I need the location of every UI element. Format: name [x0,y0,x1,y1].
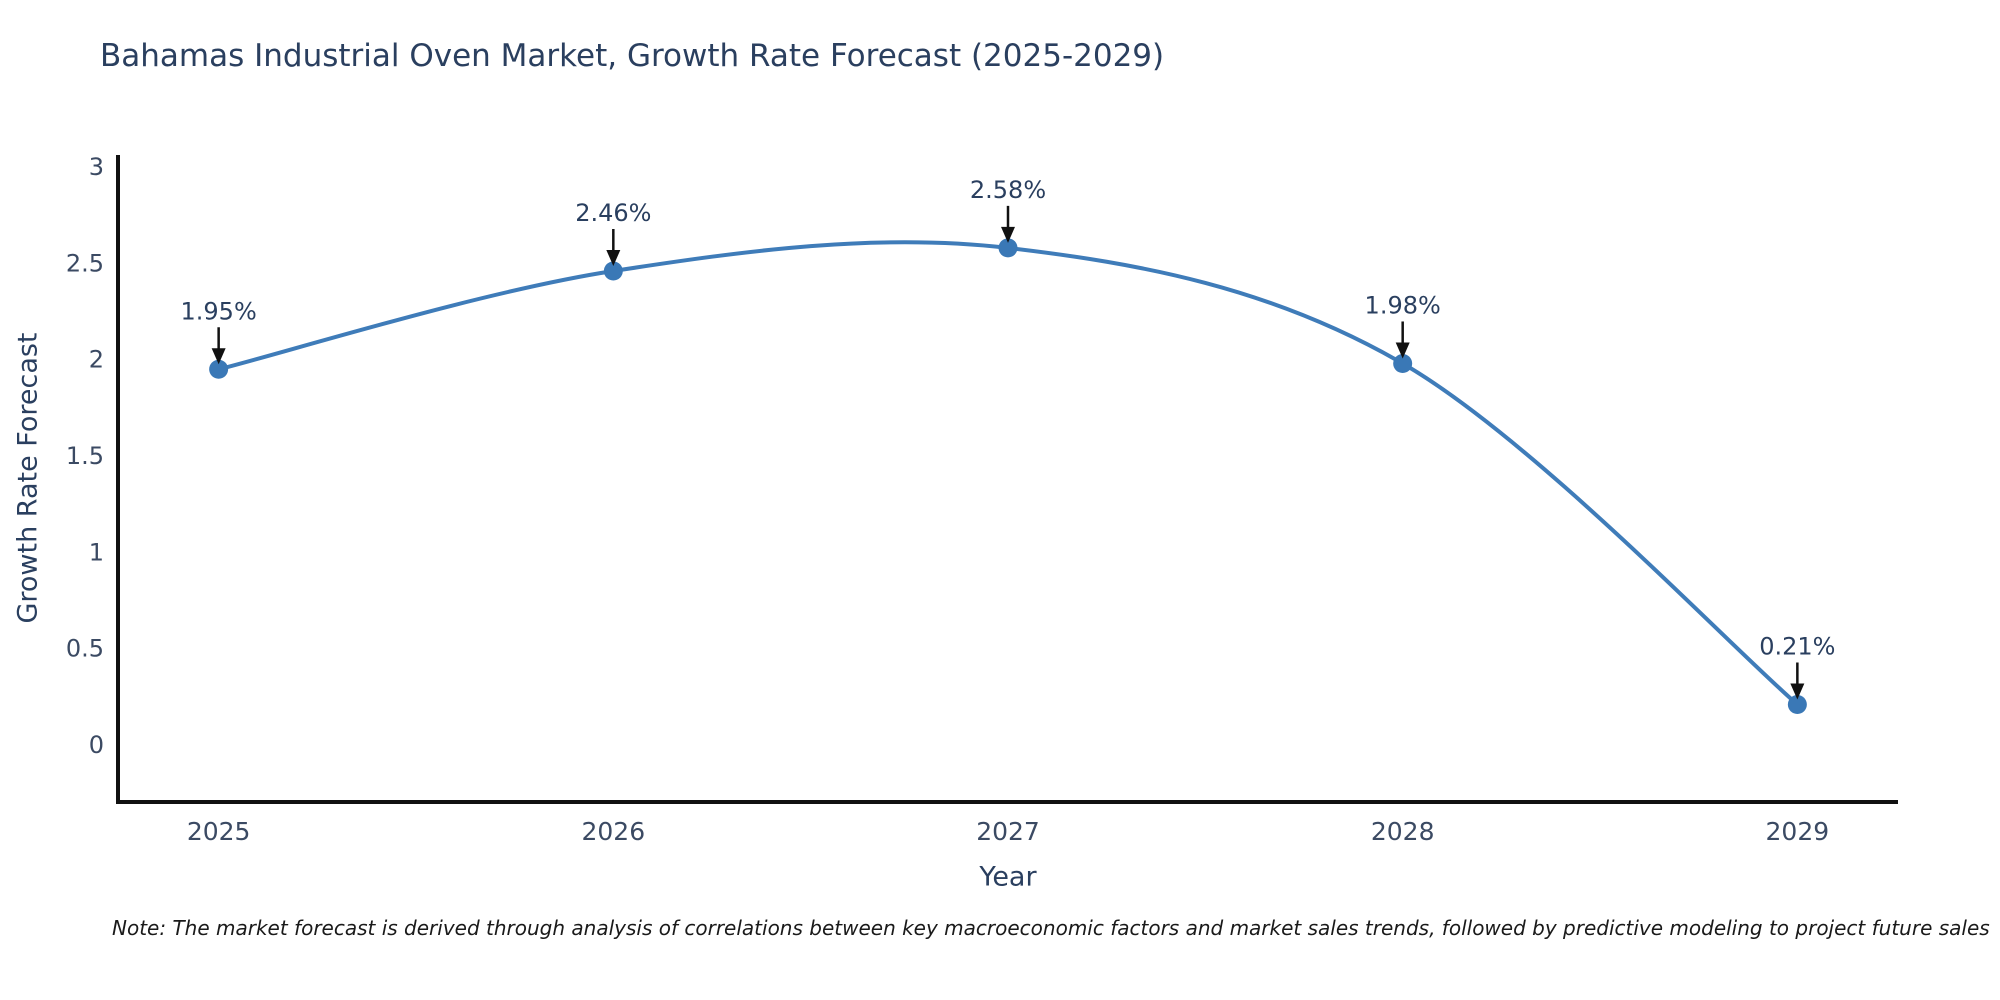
data-point-marker [1787,695,1807,715]
annotation-label: 2.58% [970,176,1046,204]
x-tick-label: 2025 [187,817,251,846]
y-tick-label: 0 [89,731,104,759]
footnote: Note: The market forecast is derived thr… [112,916,1990,940]
annotation-arrowhead-icon [606,249,621,266]
y-tick-label: 3 [89,153,104,181]
data-point-marker [998,238,1018,258]
annotation-arrowhead-icon [211,348,226,365]
data-point-marker [603,261,623,281]
annotation-label: 1.95% [181,297,257,325]
annotation-arrowhead-icon [1395,342,1410,359]
y-tick-label: 1.5 [66,442,104,470]
x-tick-label: 2028 [1371,817,1435,846]
y-axis-title: Growth Rate Forecast [12,332,44,624]
data-point-marker [1393,353,1413,373]
annotation-label: 0.21% [1759,633,1835,661]
y-tick-label: 2 [89,346,104,374]
x-tick-label: 2029 [1766,817,1830,846]
x-tick-label: 2027 [976,817,1040,846]
y-tick-label: 2.5 [66,249,104,277]
annotation-label: 2.46% [575,199,651,227]
annotation-arrowhead-icon [1001,226,1015,243]
chart-title: Bahamas Industrial Oven Market, Growth R… [100,38,1165,74]
forecast-line [216,240,1800,707]
annotation-label: 1.98% [1365,291,1441,319]
x-axis-title: Year [979,861,1037,893]
y-tick-label: 1 [89,538,104,566]
annotation-arrowhead-icon [1790,683,1805,700]
data-point-marker [209,359,229,379]
y-tick-label: 0.5 [66,635,104,663]
x-tick-label: 2026 [582,817,646,846]
